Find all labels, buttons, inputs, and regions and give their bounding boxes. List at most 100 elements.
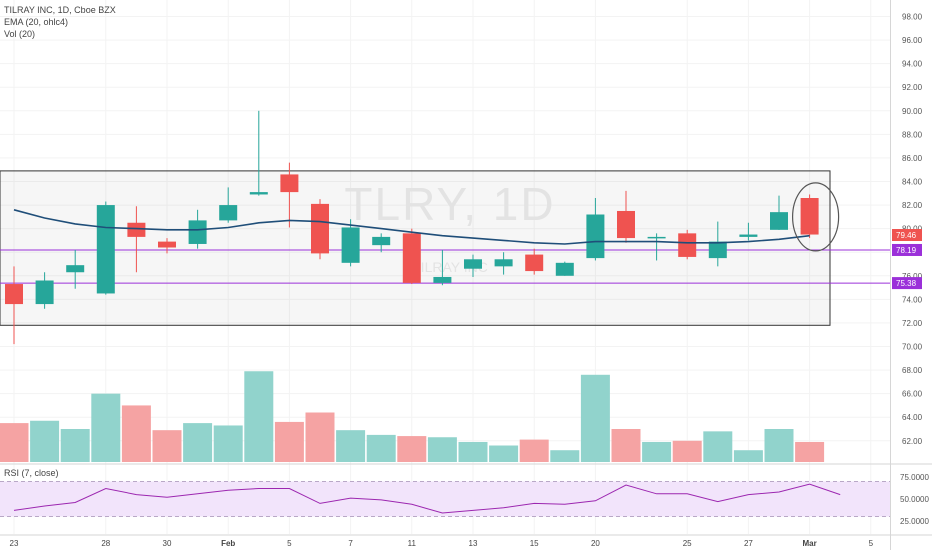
range-box-rect	[0, 170, 831, 326]
candle-body	[249, 192, 268, 195]
volume-bar	[427, 437, 457, 462]
volume-bar	[30, 420, 60, 462]
price-tick-label: 74.00	[902, 295, 923, 304]
candle-body	[5, 284, 23, 305]
date-tick-label: 7	[348, 539, 353, 548]
price-tick-label: 64.00	[902, 413, 923, 422]
volume-bar	[213, 425, 243, 462]
candle-body	[678, 233, 697, 257]
date-tick-label: 13	[469, 539, 478, 548]
candle-body	[647, 236, 666, 239]
price-tick-label: 86.00	[902, 154, 923, 163]
price-tick-label: 70.00	[902, 343, 923, 352]
volume-bar	[60, 429, 90, 462]
price-tick-label: 68.00	[902, 366, 923, 375]
candle-body	[525, 254, 544, 272]
price-tag-box	[892, 243, 922, 256]
volume-bar	[703, 431, 733, 462]
candle-body	[158, 241, 176, 248]
price-tag-label: 75.38	[896, 279, 917, 288]
watermark-main: TLRY, 1D	[344, 178, 555, 230]
rsi-tick-label: 75.0000	[900, 473, 929, 482]
volume-bar	[0, 423, 29, 462]
candle-body	[341, 227, 360, 263]
volume-bar	[91, 393, 121, 462]
volume-bar	[397, 436, 427, 462]
rsi-legend[interactable]: RSI (7, close)	[4, 468, 59, 478]
volume-bar	[366, 434, 396, 462]
symbol-title[interactable]: TILRAY INC, 1D, Cboe BZX	[4, 5, 116, 15]
volume-bar	[733, 450, 763, 462]
candle-body	[708, 241, 727, 259]
candle-body	[188, 220, 207, 244]
date-tick-label: 11	[408, 539, 417, 548]
volume-bar	[152, 430, 182, 462]
date-axis[interactable]: 23 28 30 Feb 5 7 11 13 15 20 25 27 Mar 5	[0, 534, 932, 548]
date-tick-label: 20	[591, 539, 600, 548]
date-tick-label: Feb	[221, 539, 235, 548]
volume-bar	[519, 439, 549, 462]
date-tick-label: Mar	[802, 539, 816, 548]
chart-legend: TILRAY INC, 1D, Cboe BZX EMA (20, ohlc4)…	[4, 4, 116, 40]
volume-bar	[458, 441, 488, 462]
support-lines[interactable]	[0, 249, 890, 284]
range-box[interactable]	[0, 170, 831, 326]
volume-bar	[183, 423, 213, 462]
date-tick-label: 28	[101, 539, 110, 548]
volume-bar	[672, 440, 702, 462]
price-tick-label: 84.00	[902, 178, 923, 187]
candle-body	[800, 198, 819, 235]
volume-bar	[305, 412, 335, 462]
price-axis[interactable]: 62.00 64.00 66.00 68.00 70.00 72.00 74.00 76.00…	[890, 0, 923, 550]
candle-body	[127, 222, 146, 237]
date-tick-label: 5	[287, 539, 292, 548]
candle-body	[464, 259, 482, 269]
candle-body	[66, 265, 85, 273]
rsi-pane: 25.0000 50.0000 75.0000	[0, 463, 932, 526]
volume-bars	[0, 371, 825, 462]
volume-bar	[795, 441, 825, 462]
volume-legend[interactable]: Vol (20)	[4, 29, 36, 39]
candle-body	[219, 205, 238, 221]
rsi-line	[13, 483, 841, 514]
price-tick-label: 82.00	[902, 201, 923, 210]
candle-body	[35, 280, 54, 305]
date-tick-label: 30	[163, 539, 172, 548]
watermark: TLRY, 1D TILRAY INC	[344, 178, 555, 275]
volume-bar	[244, 371, 274, 462]
candle-body	[586, 214, 605, 259]
circle-annotation[interactable]	[791, 182, 840, 252]
price-tick-label: 88.00	[902, 130, 923, 139]
candle-body	[617, 210, 635, 239]
candle-body	[372, 236, 391, 246]
candle-body	[402, 233, 421, 283]
ema-legend[interactable]: EMA (20, ohlc4)	[4, 17, 69, 27]
volume-bar	[550, 450, 580, 462]
volume-bar	[611, 429, 641, 462]
price-tick-label: 96.00	[902, 36, 923, 45]
candle-body	[555, 262, 574, 276]
candle-body	[770, 212, 788, 230]
date-tick-label: 25	[683, 539, 692, 548]
candle-body	[311, 203, 329, 254]
volume-bar	[764, 429, 794, 462]
candle-body	[494, 259, 513, 267]
price-tick-label: 90.00	[902, 107, 923, 116]
candle-body	[280, 174, 299, 193]
rsi-tick-label: 50.0000	[900, 495, 929, 504]
price-tag-label: 78.19	[896, 246, 917, 255]
price-tick-label: 94.00	[902, 60, 923, 69]
price-tag-label: 79.46	[896, 231, 917, 240]
price-tags: 79.46 78.19 75.38	[892, 229, 922, 290]
volume-bar	[121, 405, 151, 462]
price-tick-label: 62.00	[902, 437, 923, 446]
candle-body	[433, 276, 452, 283]
price-tick-label: 92.00	[902, 83, 923, 92]
price-tick-label: 72.00	[902, 319, 923, 328]
candle-body	[96, 205, 115, 294]
price-tick-label: 76.00	[902, 272, 923, 281]
price-tick-label: 66.00	[902, 390, 923, 399]
volume-bar	[336, 430, 366, 462]
rsi-tick-label: 25.0000	[900, 517, 929, 526]
